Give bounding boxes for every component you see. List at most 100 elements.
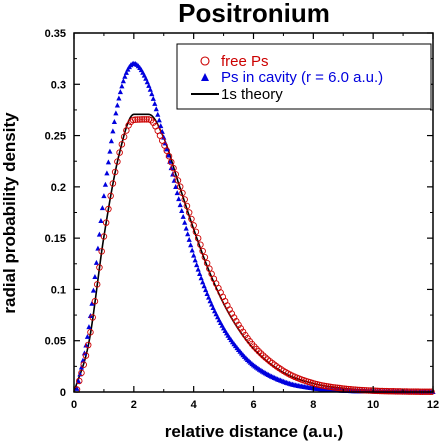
- free-ps-point: [111, 168, 119, 176]
- free-ps-point: [253, 345, 260, 353]
- cavity-point: [104, 170, 110, 176]
- y-tick-label: 0.35: [45, 28, 66, 40]
- cavity-point: [150, 95, 156, 101]
- y-tick-label: 0.25: [45, 131, 66, 143]
- cavity-point: [197, 270, 203, 276]
- free-ps-point: [199, 247, 206, 255]
- cavity-point: [192, 257, 198, 263]
- cavity-point: [183, 225, 189, 231]
- free-ps-point: [176, 183, 184, 190]
- cavity-point: [77, 371, 83, 377]
- free-ps-point: [136, 116, 144, 123]
- y-axis-label: radial probability density: [0, 112, 19, 314]
- x-tick-label: 10: [367, 399, 379, 411]
- free-ps-point: [203, 259, 211, 267]
- cavity-point: [143, 75, 149, 81]
- legend-cavity-label: Ps in cavity (r = 6.0 a.u.): [221, 69, 383, 86]
- cavity-point: [195, 266, 201, 272]
- free-ps-point: [161, 142, 168, 149]
- free-ps-point: [181, 196, 188, 203]
- x-tick-label: 2: [131, 399, 137, 411]
- free-ps-point: [134, 116, 141, 123]
- cavity-point: [144, 79, 150, 85]
- cavity-point: [99, 205, 106, 211]
- cavity-point: [90, 287, 97, 293]
- free-ps-point: [331, 384, 339, 391]
- free-ps-point: [320, 382, 328, 390]
- legend-theory-label: 1s theory: [221, 86, 283, 103]
- free-ps-point: [165, 152, 173, 160]
- cavity-point: [201, 283, 207, 289]
- cavity-point: [92, 273, 98, 279]
- cavity-point: [158, 123, 164, 129]
- cavity-point: [105, 159, 112, 165]
- cavity-point: [80, 357, 86, 363]
- free-ps-point: [374, 387, 381, 395]
- free-ps-point: [338, 385, 346, 392]
- free-ps-point: [78, 369, 85, 377]
- cavity-point: [156, 117, 162, 123]
- cavity-point: [173, 184, 179, 190]
- free-ps-point: [141, 116, 148, 123]
- legend-free-ps-label: free Ps: [221, 53, 269, 70]
- free-ps-point: [89, 314, 96, 321]
- free-ps-point: [206, 265, 213, 272]
- free-ps-point: [174, 177, 182, 184]
- x-tick-label: 12: [427, 399, 439, 411]
- theory-line: [73, 113, 434, 393]
- cavity-point: [176, 196, 182, 202]
- cavity-point: [153, 106, 159, 112]
- cavity-point: [168, 165, 174, 171]
- y-tick-label: 0.05: [45, 336, 66, 348]
- free-ps-point: [334, 384, 341, 392]
- free-ps-point: [105, 205, 112, 213]
- free-ps-point: [325, 383, 332, 390]
- cavity-point: [182, 219, 188, 225]
- free-ps-point: [75, 377, 83, 385]
- free-ps-point: [201, 253, 209, 261]
- free-ps-point: [318, 382, 325, 389]
- free-ps-point: [329, 383, 337, 391]
- cavity-point: [89, 300, 95, 306]
- cavity-point: [200, 279, 206, 285]
- free-ps-point: [91, 297, 99, 305]
- cavity-point: [207, 298, 213, 304]
- cavity-point: [177, 202, 183, 208]
- free-ps-point: [138, 116, 146, 123]
- y-tick-label: 0.3: [51, 79, 66, 91]
- free-ps-point: [239, 328, 247, 336]
- cavity-point: [174, 190, 180, 196]
- cavity-point: [120, 78, 126, 84]
- legend-box: [176, 43, 432, 110]
- free-ps-point: [192, 228, 200, 236]
- x-tick-label: 8: [310, 399, 316, 411]
- cavity-point: [189, 247, 195, 253]
- free-ps-point: [163, 147, 170, 154]
- free-ps-point: [257, 350, 265, 357]
- cavity-point: [188, 242, 194, 248]
- free-ps-point: [185, 209, 193, 216]
- cavity-point: [84, 333, 91, 339]
- free-ps-point: [179, 189, 186, 197]
- cavity-point: [78, 364, 85, 370]
- cavity-point: [191, 252, 197, 258]
- free-ps-point: [255, 348, 262, 355]
- free-ps-point: [125, 122, 132, 129]
- free-ps-point: [170, 164, 177, 172]
- free-ps-point: [381, 387, 388, 395]
- cavity-point: [165, 152, 171, 158]
- cavity-point: [111, 119, 117, 125]
- free-ps-point: [98, 248, 105, 255]
- free-ps-point: [172, 171, 179, 178]
- cavity-point: [204, 290, 210, 296]
- cavity-point: [108, 138, 114, 144]
- y-tick-label: 0.1: [51, 284, 66, 296]
- cavity-point: [101, 193, 107, 199]
- free-ps-point: [132, 116, 139, 123]
- free-ps-point: [100, 233, 108, 240]
- cavity-point: [164, 146, 170, 152]
- free-ps-point: [383, 387, 390, 395]
- axes: 0 2 4 6 8 10 12 0 0.05 0.1 0.15 0.2 0.25 0.3 0.35: [45, 28, 440, 411]
